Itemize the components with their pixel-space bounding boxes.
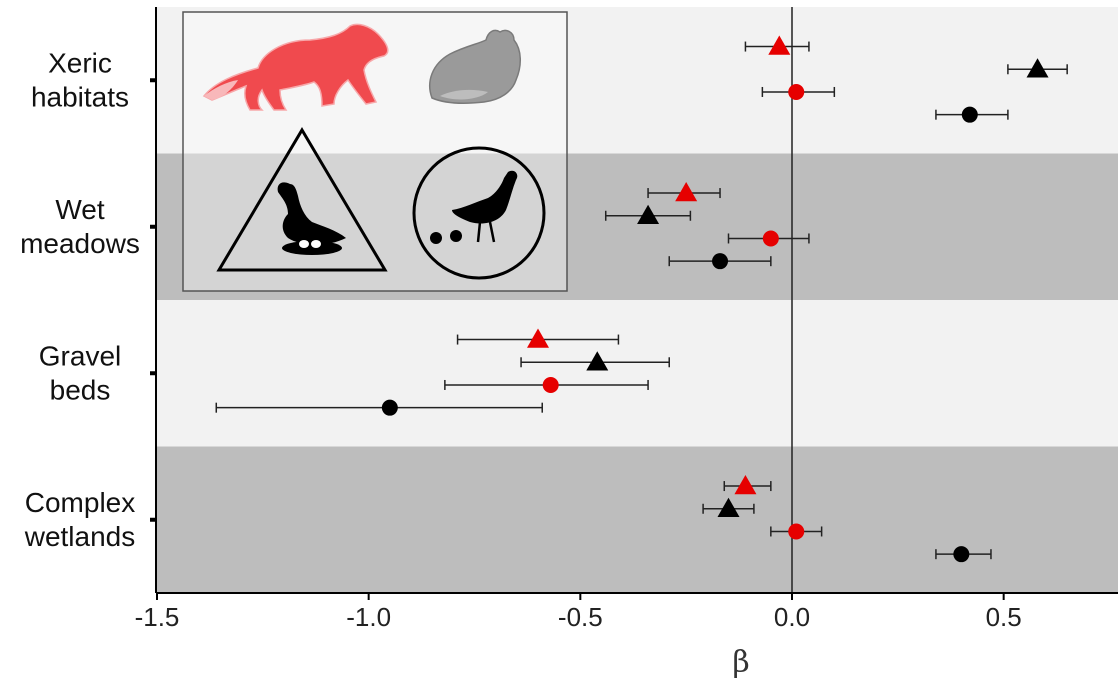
egg-shape — [311, 240, 321, 248]
fox-body-shape — [429, 29, 521, 104]
category-labels: Xeric habitats Wet meadows Gravel beds Complex… — [20, 47, 156, 552]
goose-nest-triangle-icon — [216, 127, 388, 272]
circle-point — [381, 399, 398, 416]
circle-point — [953, 546, 970, 563]
data-points — [215, 35, 1068, 563]
triangle-point — [768, 35, 791, 55]
axes — [155, 7, 1118, 594]
x-tick-label: -1.0 — [346, 602, 391, 632]
category-label-line: Complex — [25, 487, 135, 518]
x-axis-ticks: -1.5 -1.0 -0.5 0.0 0.5 — [135, 593, 1022, 632]
category-label-line: meadows — [20, 228, 140, 259]
triangle-point — [586, 351, 609, 371]
triangle-frame — [216, 127, 388, 272]
egg-shape — [299, 240, 309, 248]
circle-point — [788, 523, 805, 540]
category-label-line: wetlands — [24, 521, 136, 552]
circle-point — [542, 376, 559, 393]
category-label-line: beds — [50, 374, 111, 405]
x-tick-label: -1.5 — [135, 602, 180, 632]
triangle-point — [1026, 58, 1049, 78]
nesting-goose-shape — [277, 182, 346, 245]
x-tick-label: -0.5 — [558, 602, 603, 632]
circle-frame — [412, 146, 546, 280]
category-bands — [156, 7, 1118, 593]
circle-point — [712, 253, 729, 270]
category-band — [156, 300, 1118, 447]
fox-tail-shape — [440, 89, 488, 100]
category-label: Wet meadows — [20, 194, 140, 259]
triangle-point — [527, 328, 549, 348]
adult-goose-shape — [452, 170, 518, 224]
triangle-point — [637, 204, 660, 225]
category-label: Gravel beds — [39, 340, 121, 405]
x-tick-label: 0.5 — [986, 602, 1022, 632]
circle-point — [762, 230, 779, 247]
arctic-fox-icon — [429, 29, 521, 104]
category-label-line: habitats — [31, 81, 129, 112]
gosling-shape — [450, 230, 462, 242]
marten-body-shape — [202, 23, 389, 111]
triangle-point — [675, 182, 698, 202]
category-label-line: Gravel — [39, 340, 121, 371]
x-tick-label: 0.0 — [774, 602, 810, 632]
category-label: Xeric habitats — [31, 47, 129, 112]
goose-legs — [476, 221, 496, 243]
goose-brood-circle-icon — [412, 146, 546, 280]
triangle-point — [734, 475, 757, 495]
category-band — [156, 446, 1118, 593]
nest-shape — [282, 241, 342, 255]
circle-point — [961, 106, 978, 123]
marten-tail-shape — [204, 80, 238, 100]
x-axis-title: β — [732, 645, 749, 680]
category-label: Complex wetlands — [24, 487, 136, 552]
marten-icon — [202, 23, 389, 111]
triangle-point — [717, 497, 740, 518]
category-label-line: Wet — [55, 194, 104, 225]
circle-point — [788, 83, 805, 100]
gosling-shape — [430, 232, 442, 244]
category-label-line: Xeric — [48, 47, 112, 78]
legend-inset — [182, 11, 568, 292]
